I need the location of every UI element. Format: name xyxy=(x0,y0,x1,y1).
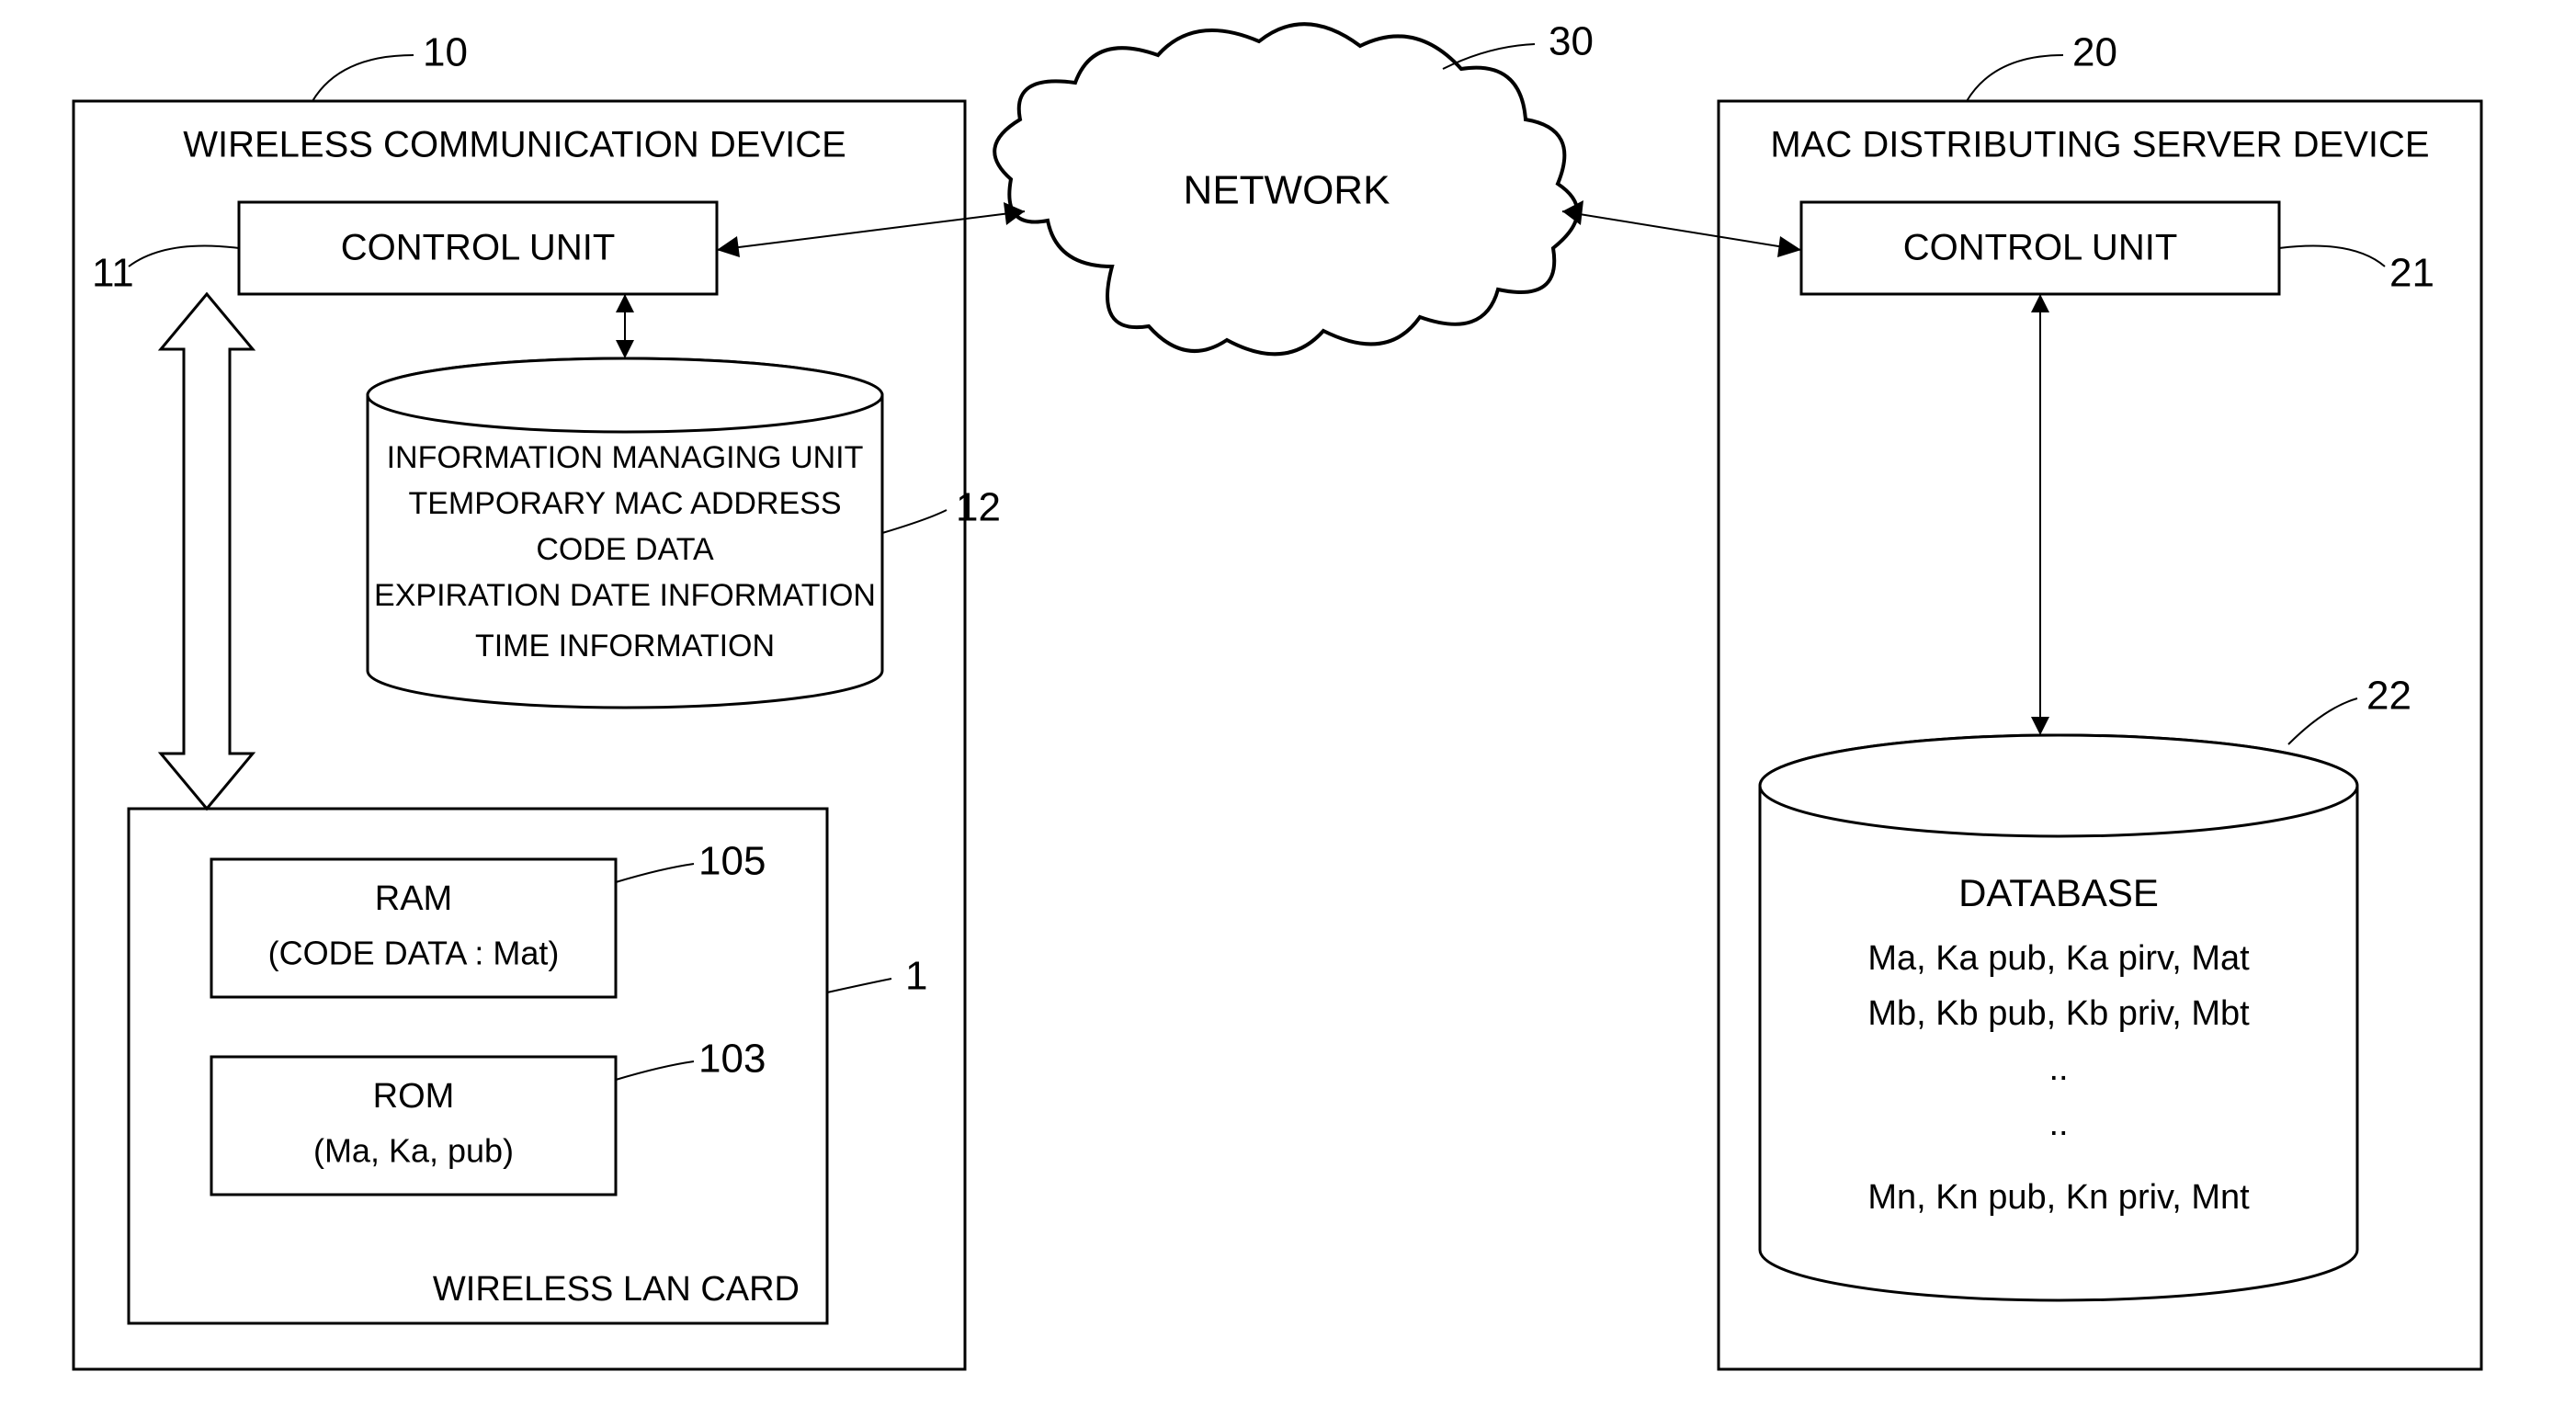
big-arrow xyxy=(161,294,253,809)
right-control-label: CONTROL UNIT xyxy=(1903,228,2178,268)
cyl-line-3: EXPIRATION DATE INFORMATION xyxy=(374,578,876,613)
cyl-line-4: TIME INFORMATION xyxy=(475,629,775,663)
network-label: NETWORK xyxy=(1184,168,1390,213)
ref-11: 11 xyxy=(92,251,134,296)
database-cylinder: DATABASE Ma, Ka pub, Ka pirv, Mat Mb, Kb… xyxy=(1760,735,2357,1300)
ref-30: 30 xyxy=(1549,19,1594,64)
db-line-4: Mn, Kn pub, Kn priv, Mnt xyxy=(1867,1178,2250,1217)
ref-103: 103 xyxy=(698,1037,766,1082)
cyl-line-0: INFORMATION MANAGING UNIT xyxy=(387,440,864,475)
ram-line1: RAM xyxy=(375,879,452,918)
rom-line1: ROM xyxy=(373,1077,455,1116)
ram-line2: (CODE DATA : Mat) xyxy=(268,935,560,972)
ref-12: 12 xyxy=(956,485,1001,530)
cyl-line-1: TEMPORARY MAC ADDRESS xyxy=(408,486,841,521)
left-control-label: CONTROL UNIT xyxy=(341,228,616,268)
rom-line2: (Ma, Ka, pub) xyxy=(313,1132,514,1170)
cyl-line-2: CODE DATA xyxy=(536,532,714,567)
left-device: 10 WIRELESS COMMUNICATION DEVICE CONTROL… xyxy=(74,30,1001,1369)
db-line-2: .. xyxy=(2048,1049,2068,1088)
db-line-1: Mb, Kb pub, Kb priv, Mbt xyxy=(1867,994,2250,1033)
lan-card-title: WIRELESS LAN CARD xyxy=(433,1270,800,1309)
ref-1: 1 xyxy=(905,954,927,999)
info-cylinder: INFORMATION MANAGING UNIT TEMPORARY MAC … xyxy=(368,358,882,708)
db-title: DATABASE xyxy=(1958,871,2159,914)
right-device: 20 MAC DISTRIBUTING SERVER DEVICE CONTRO… xyxy=(1719,30,2481,1369)
ref-20: 20 xyxy=(2072,30,2117,75)
db-line-3: .. xyxy=(2048,1105,2068,1143)
ref-10: 10 xyxy=(423,30,468,75)
ref-21: 21 xyxy=(2389,251,2434,296)
db-line-0: Ma, Ka pub, Ka pirv, Mat xyxy=(1867,939,2250,978)
left-device-title: WIRELESS COMMUNICATION DEVICE xyxy=(183,125,846,165)
ref-22: 22 xyxy=(2366,674,2411,719)
ref-105: 105 xyxy=(698,839,766,884)
network-cloud: NETWORK xyxy=(994,24,1577,354)
right-device-title: MAC DISTRIBUTING SERVER DEVICE xyxy=(1770,125,2429,165)
